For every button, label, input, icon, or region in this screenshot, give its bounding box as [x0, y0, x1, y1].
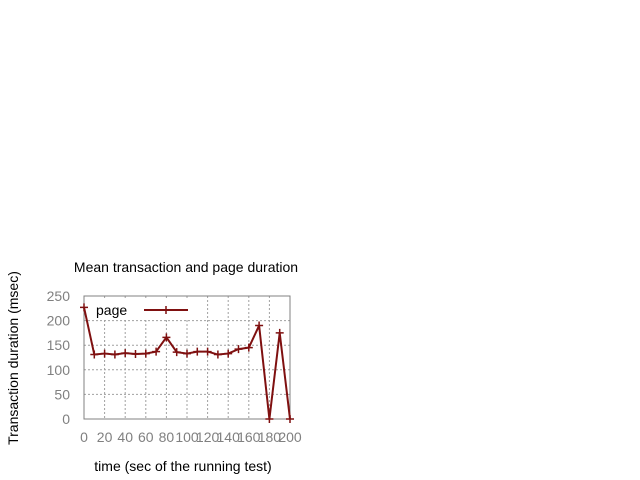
legend-label: page [96, 302, 127, 318]
y-tick-label: 50 [54, 386, 70, 402]
y-tick-label: 100 [47, 362, 71, 378]
chart-title: Mean transaction and page duration [74, 259, 298, 275]
x-tick-label: 160 [237, 429, 261, 445]
data-point [203, 347, 212, 356]
x-tick-label: 0 [80, 429, 88, 445]
data-point [110, 350, 119, 359]
legend-marker [162, 306, 170, 314]
data-point [80, 303, 88, 312]
x-axis-label: time (sec of the running test) [94, 458, 271, 474]
data-point [275, 328, 284, 337]
data-point [100, 349, 109, 358]
data-point [244, 343, 253, 352]
x-tick-label: 180 [258, 429, 282, 445]
data-point [172, 348, 181, 357]
y-axis-label: Transaction duration (msec) [5, 271, 21, 445]
x-tick-label: 120 [196, 429, 220, 445]
x-tick-label: 100 [175, 429, 199, 445]
data-point [265, 415, 274, 423]
data-point [286, 415, 294, 423]
data-point [193, 347, 202, 356]
legend-background [90, 300, 196, 320]
x-tick-label: 140 [217, 429, 241, 445]
data-point [152, 347, 161, 356]
data-point [131, 350, 140, 359]
y-tick-label: 150 [47, 337, 71, 353]
data-point [90, 350, 99, 359]
data-point [234, 345, 243, 354]
x-tick-label: 200 [278, 429, 302, 445]
data-point [255, 321, 264, 330]
y-tick-label: 250 [47, 288, 71, 304]
data-point [224, 349, 233, 358]
data-point [183, 349, 191, 358]
x-tick-label: 80 [159, 429, 175, 445]
series-layer [80, 303, 294, 423]
x-tick-label: 20 [97, 429, 113, 445]
x-tick-label: 60 [138, 429, 154, 445]
data-point [141, 349, 150, 358]
data-point [162, 333, 171, 342]
y-tick-label: 200 [47, 313, 71, 329]
legend: page [90, 300, 196, 320]
plot-frame [83, 295, 291, 420]
x-tick-label: 40 [117, 429, 133, 445]
y-tick-label: 0 [62, 411, 70, 427]
data-point [121, 349, 130, 358]
axis-ticks: 0 20 40 60 80 1001201401601802000501001502002… [47, 288, 302, 445]
data-point [213, 350, 222, 359]
